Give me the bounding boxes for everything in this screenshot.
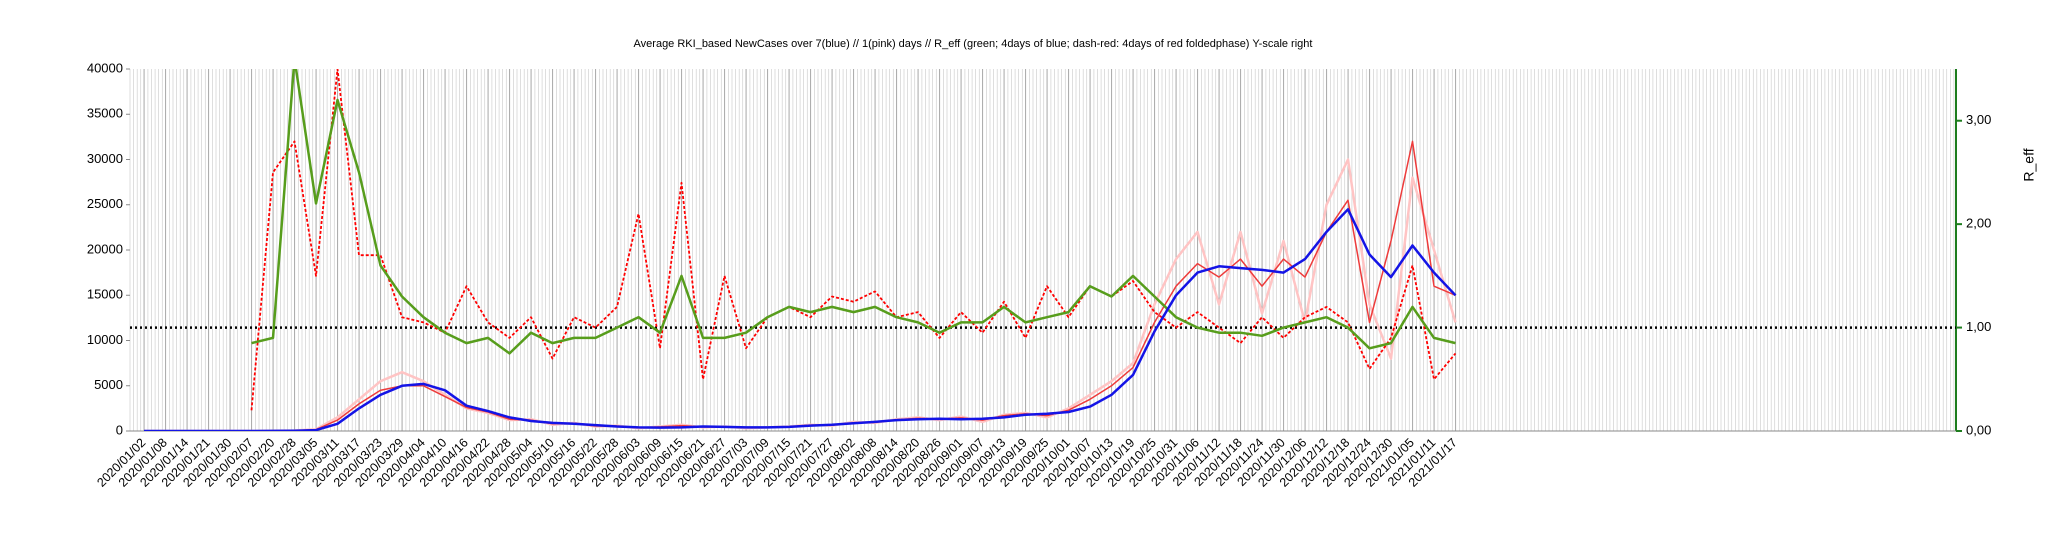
y-tick-label: 15000 [87, 287, 123, 302]
y-tick-label: 40000 [87, 60, 123, 75]
y-tick-label: 5000 [94, 377, 123, 392]
y-tick-label: 0 [116, 422, 123, 437]
y-tick-label: 10000 [87, 332, 123, 347]
y-tick-label: 25000 [87, 196, 123, 211]
y-tick-label: 20000 [87, 241, 123, 256]
y-tick-label: 35000 [87, 106, 123, 121]
series-line [250, 69, 1457, 411]
series-line [251, 69, 1456, 355]
plot-area [130, 69, 1956, 431]
y2-tick-label: 3,00 [1966, 112, 1991, 127]
y2-tick-label: 1,00 [1966, 319, 1991, 334]
y2-tick-label: 0,00 [1966, 422, 1991, 437]
series-line [144, 208, 1457, 431]
chart-title: Average RKI_based NewCases over 7(blue) … [634, 38, 1313, 50]
y-tick-label: 30000 [87, 151, 123, 166]
y2-axis-label: R_eff [2021, 148, 2037, 181]
y2-tick-label: 2,00 [1966, 216, 1991, 231]
